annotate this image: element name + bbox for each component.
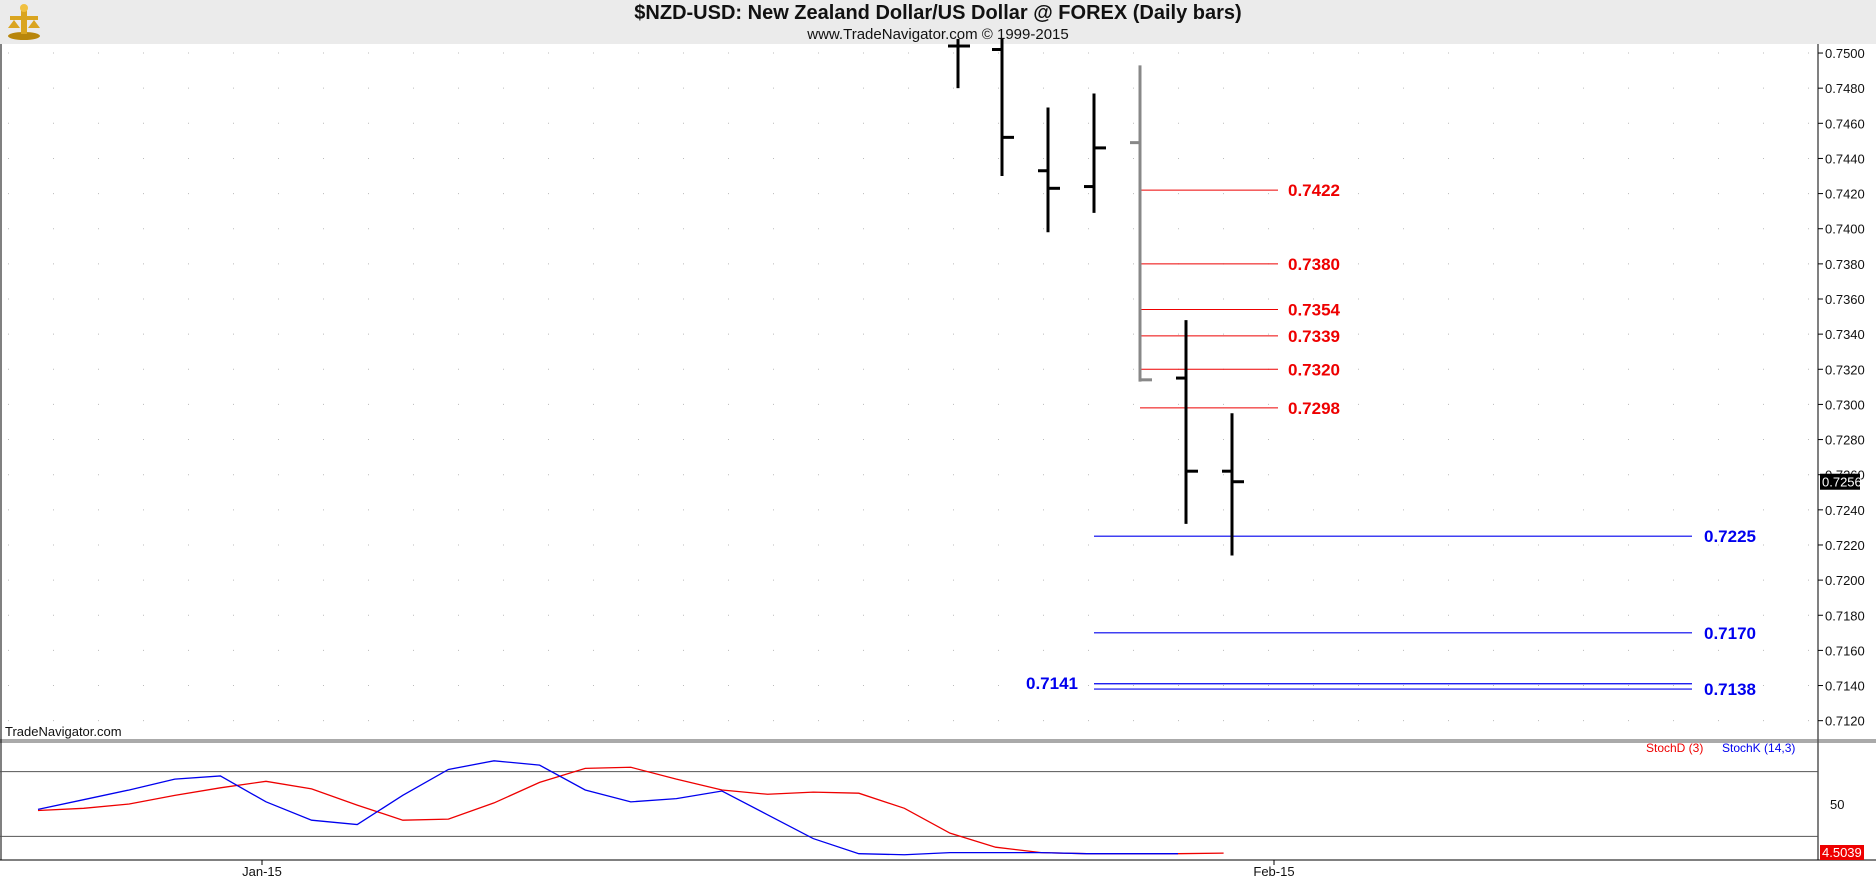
chart-frame [0, 44, 1876, 882]
y-tick-label: 0.7280 [1825, 433, 1865, 448]
price-bar [992, 38, 1014, 177]
x-tick-label: Feb-15 [1253, 864, 1294, 879]
chart-background [0, 44, 1876, 882]
y-tick-label: 0.7380 [1825, 257, 1865, 272]
y-tick-label: 0.7180 [1825, 608, 1865, 623]
stoch-last-value: 4.5039 [1822, 845, 1862, 860]
price-levels: 0.7422 0.7380 0.7354 0.7339 0.7320 0.7298 0.72… [1026, 181, 1756, 699]
price-bar [1176, 320, 1198, 524]
stochastic-panel: 50 4.5039 StochD (3) StochK (14,3) [0, 741, 1864, 860]
chart-title: $NZD-USD: New Zealand Dollar/US Dollar @… [634, 2, 1242, 24]
y-tick-label: 0.7200 [1825, 573, 1865, 588]
support-label: 0.7138 [1704, 680, 1756, 699]
stoch-k-line [37, 760, 1178, 856]
resistance-label: 0.7320 [1288, 360, 1340, 379]
stoch-legend-d: StochD (3) [1646, 741, 1703, 755]
stoch-last-value-box [1820, 845, 1864, 860]
resistance-label: 0.7380 [1288, 255, 1340, 274]
y-tick-label: 0.7340 [1825, 327, 1865, 342]
price-bars [948, 38, 1244, 556]
y-tick-label: 0.7400 [1825, 222, 1865, 237]
y-tick-label: 0.7360 [1825, 292, 1865, 307]
price-bar [1038, 107, 1060, 233]
stoch-y-tick-label: 50 [1830, 797, 1844, 812]
y-tick-label: 0.7240 [1825, 503, 1865, 518]
trade-navigator-logo-icon [4, 2, 44, 42]
y-tick-label: 0.7440 [1825, 151, 1865, 166]
last-price-label: 0.7256 [1822, 475, 1862, 490]
y-tick-label: 0.7320 [1825, 362, 1865, 377]
y-tick-label: 0.7160 [1825, 643, 1865, 658]
y-tick-label: 0.7120 [1825, 714, 1865, 729]
price-bar [948, 38, 970, 89]
price-bar [1130, 65, 1152, 382]
stoch-legend-k: StochK (14,3) [1722, 741, 1795, 755]
x-tick-label: Jan-15 [242, 864, 282, 879]
y-tick-label: 0.7500 [1825, 46, 1865, 61]
stoch-d-line [37, 766, 1224, 855]
date-x-axis: Jan-15 Feb-15 [242, 860, 1295, 879]
support-label: 0.7225 [1704, 527, 1756, 546]
price-y-axis: 0.7120 0.7140 0.7160 0.7180 0.7200 0.7220 0.72… [5, 46, 1865, 739]
support-label: 0.7141 [1026, 674, 1078, 693]
y-tick-label: 0.7220 [1825, 538, 1865, 553]
price-bar [1084, 93, 1106, 213]
last-price-box [1820, 473, 1860, 490]
y-tick-label: 0.7420 [1825, 187, 1865, 202]
resistance-label: 0.7422 [1288, 181, 1340, 200]
y-tick-label: 0.7480 [1825, 81, 1865, 96]
support-label: 0.7170 [1704, 624, 1756, 643]
y-tick-label: 0.7460 [1825, 116, 1865, 131]
resistance-label: 0.7354 [1288, 301, 1341, 320]
y-tick-label: 0.7300 [1825, 397, 1865, 412]
chart-header: $NZD-USD: New Zealand Dollar/US Dollar @… [0, 0, 1876, 44]
price-bar [1222, 413, 1244, 556]
resistance-label: 0.7298 [1288, 399, 1340, 418]
watermark: TradeNavigator.com [5, 724, 122, 739]
y-tick-label: 0.7140 [1825, 679, 1865, 694]
resistance-label: 0.7339 [1288, 327, 1340, 346]
chart-subtitle: www.TradeNavigator.com © 1999-2015 [807, 26, 1069, 43]
